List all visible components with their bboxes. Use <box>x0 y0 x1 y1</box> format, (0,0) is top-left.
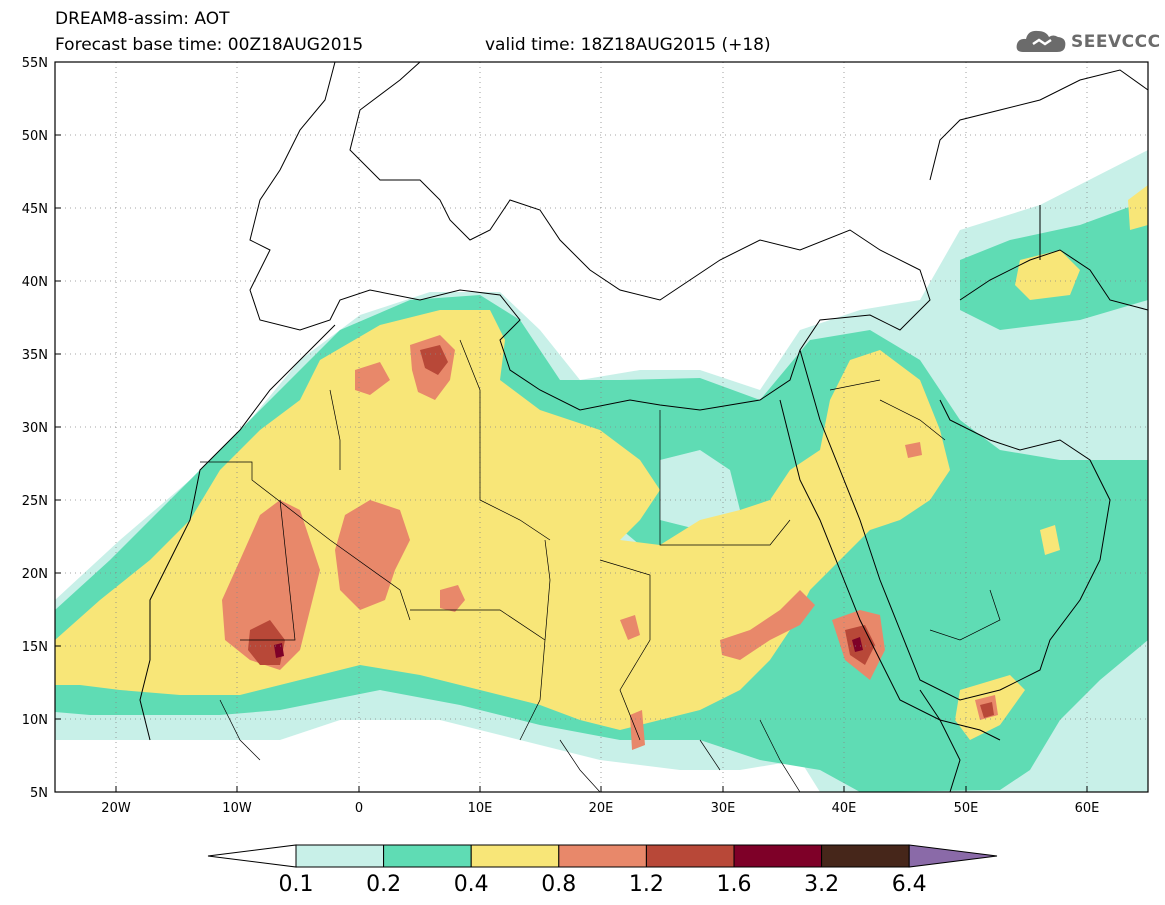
colorbar-label: 0.8 <box>541 872 576 897</box>
forecast-base-time: Forecast base time: 00Z18AUG2015 <box>55 35 364 55</box>
lon-label: 50E <box>954 801 979 816</box>
lon-label: 40E <box>832 801 857 816</box>
lat-label: 35N <box>22 348 48 363</box>
lat-label: 15N <box>22 640 48 655</box>
lon-label: 30E <box>711 801 736 816</box>
longitude-labels: 20W 10W 0 10E 20E 30E 40E 50E 60E <box>101 801 1099 816</box>
lon-label: 60E <box>1075 801 1100 816</box>
seevccc-logo: SEEVCCC <box>1015 24 1160 58</box>
colorbar-bin <box>383 844 472 868</box>
colorbar-label: 1.2 <box>629 872 664 897</box>
colorbar-label: 0.2 <box>366 872 401 897</box>
cloud-icon <box>1016 30 1066 52</box>
map-title: DREAM8-assim: AOT <box>55 9 230 29</box>
lat-label: 25N <box>22 494 48 509</box>
lat-label: 45N <box>22 202 48 217</box>
logo-label: SEEVCCC <box>1071 32 1161 52</box>
coastlines <box>139 62 1148 792</box>
colorbar-bin <box>558 844 647 868</box>
colorbar-low-arrow <box>207 844 297 868</box>
latitude-labels: 55N 50N 45N 40N 35N 30N 25N 20N 15N 10N … <box>22 56 48 801</box>
colorbar-high-arrow <box>908 844 998 868</box>
colorbar-label: 1.6 <box>717 872 752 897</box>
lat-label: 40N <box>22 275 48 290</box>
lat-label: 50N <box>22 129 48 144</box>
colorbar: 0.1 0.2 0.4 0.8 1.2 1.6 3.2 6.4 <box>207 844 998 897</box>
lon-label: 20E <box>589 801 614 816</box>
colorbar-label: 3.2 <box>804 872 839 897</box>
lat-label: 30N <box>22 421 48 436</box>
lon-label: 0 <box>355 801 363 816</box>
colorbar-label: 0.4 <box>454 872 489 897</box>
colorbar-bin <box>645 844 735 868</box>
lat-label: 55N <box>22 56 48 71</box>
lat-label: 10N <box>22 713 48 728</box>
valid-time: valid time: 18Z18AUG2015 (+18) <box>485 35 771 55</box>
colorbar-bin <box>295 844 385 868</box>
lon-label: 10E <box>468 801 493 816</box>
lat-label: 20N <box>22 567 48 582</box>
lon-label: 10W <box>222 801 252 816</box>
colorbar-bin <box>733 844 823 868</box>
lat-label: 5N <box>30 786 48 801</box>
colorbar-label: 0.1 <box>279 872 314 897</box>
aot-field <box>55 62 1148 792</box>
colorbar-bin <box>821 844 910 868</box>
lon-label: 20W <box>101 801 131 816</box>
colorbar-bin <box>470 844 560 868</box>
colorbar-label: 6.4 <box>892 872 927 897</box>
